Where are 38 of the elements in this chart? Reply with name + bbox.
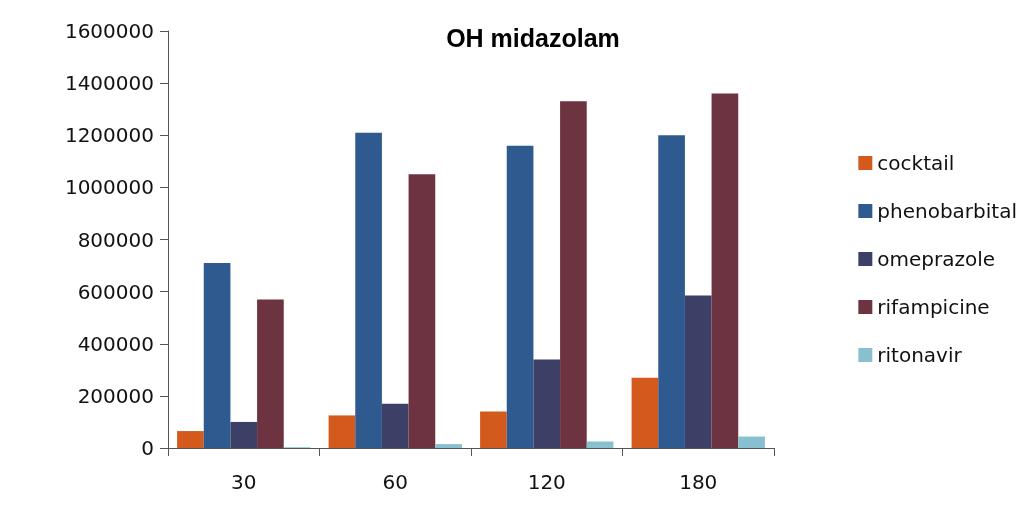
bar xyxy=(328,415,356,448)
y-tick-label: 1400000 xyxy=(64,71,154,96)
legend-label: omeprazole xyxy=(877,247,996,271)
chart-title: OH midazolam xyxy=(446,23,620,52)
legend-label: cocktail xyxy=(877,151,955,175)
x-tick-label: 60 xyxy=(382,470,408,494)
bar xyxy=(230,421,258,448)
x-tick-label: 180 xyxy=(679,470,718,494)
legend-label: rifampicine xyxy=(877,295,990,319)
bar xyxy=(203,262,231,448)
y-tick-label: 400000 xyxy=(77,331,154,356)
bar xyxy=(658,135,685,448)
bar xyxy=(684,295,712,448)
y-tick-label: 1200000 xyxy=(64,123,154,148)
bar xyxy=(480,411,507,448)
bar xyxy=(533,359,561,448)
bar xyxy=(257,299,284,448)
bar xyxy=(381,403,409,448)
x-tick-label: 30 xyxy=(231,470,257,494)
bar xyxy=(738,436,765,448)
bar xyxy=(711,93,739,448)
bar xyxy=(560,101,587,448)
bar xyxy=(631,377,659,448)
y-tick-label: 600000 xyxy=(77,279,154,304)
x-tick-label: 120 xyxy=(527,470,566,494)
y-tick-label: 1600000 xyxy=(64,19,154,43)
bar xyxy=(177,431,204,448)
legend-label: phenobarbital xyxy=(877,199,1017,223)
bar xyxy=(586,441,614,448)
y-tick-label: 200000 xyxy=(77,383,154,408)
bar xyxy=(506,145,534,448)
y-tick-label: 1000000 xyxy=(64,175,154,200)
y-tick-label: 800000 xyxy=(77,227,154,252)
bar xyxy=(408,174,436,448)
bar xyxy=(435,444,462,448)
y-tick-label: 0 xyxy=(141,436,154,460)
legend-label: ritonavir xyxy=(877,343,963,367)
bar xyxy=(355,132,382,448)
